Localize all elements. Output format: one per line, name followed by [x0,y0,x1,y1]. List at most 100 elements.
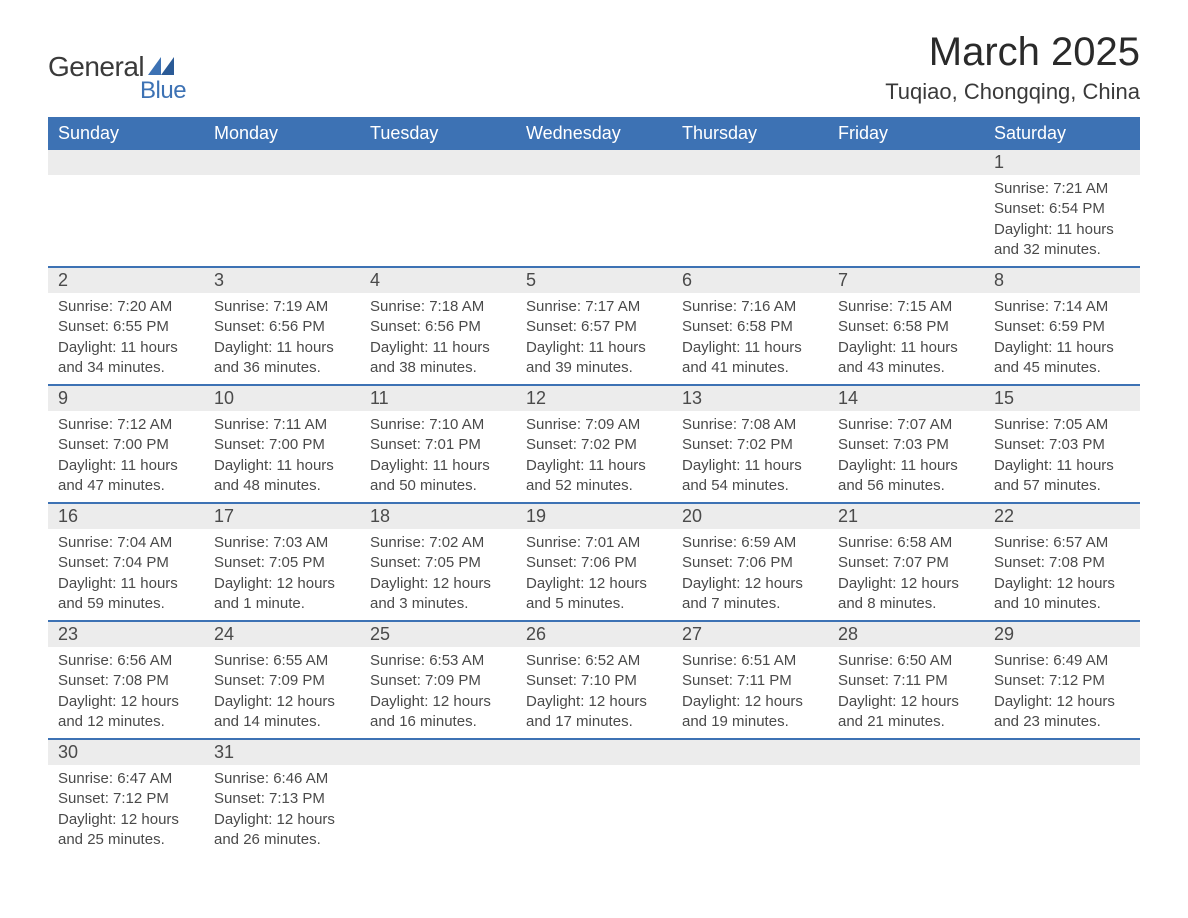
daylight-line: Daylight: 11 hours and 48 minutes. [214,456,350,497]
day-body-cell: Sunrise: 6:51 AMSunset: 7:11 PMDaylight:… [672,647,828,739]
day-number-cell: 5 [516,267,672,293]
sunrise-line: Sunrise: 7:10 AM [370,415,506,435]
sunset-line: Sunset: 7:09 PM [370,671,506,691]
daylight-line: Daylight: 11 hours and 47 minutes. [58,456,194,497]
day-details [984,765,1140,795]
sunset-line: Sunset: 7:07 PM [838,553,974,573]
day-number [672,740,828,765]
day-body-cell: Sunrise: 6:47 AMSunset: 7:12 PMDaylight:… [48,765,204,856]
daylight-line: Daylight: 12 hours and 14 minutes. [214,692,350,733]
day-body-cell [360,175,516,267]
day-body-cell [48,175,204,267]
day-details: Sunrise: 7:09 AMSunset: 7:02 PMDaylight:… [516,411,672,502]
sunrise-line: Sunrise: 6:53 AM [370,651,506,671]
day-details [828,765,984,795]
sunset-line: Sunset: 7:08 PM [58,671,194,691]
day-details: Sunrise: 6:53 AMSunset: 7:09 PMDaylight:… [360,647,516,738]
day-number [360,150,516,175]
day-details: Sunrise: 7:02 AMSunset: 7:05 PMDaylight:… [360,529,516,620]
sunrise-line: Sunrise: 6:50 AM [838,651,974,671]
daylight-line: Daylight: 11 hours and 52 minutes. [526,456,662,497]
day-body-cell [672,175,828,267]
day-body-cell: Sunrise: 6:59 AMSunset: 7:06 PMDaylight:… [672,529,828,621]
day-number-cell [828,739,984,765]
sunset-line: Sunset: 7:12 PM [58,789,194,809]
day-number-cell: 7 [828,267,984,293]
day-details: Sunrise: 7:07 AMSunset: 7:03 PMDaylight:… [828,411,984,502]
day-number-cell [204,150,360,175]
sunrise-line: Sunrise: 7:11 AM [214,415,350,435]
day-body-row: Sunrise: 6:56 AMSunset: 7:08 PMDaylight:… [48,647,1140,739]
sunset-line: Sunset: 6:55 PM [58,317,194,337]
sunset-line: Sunset: 7:12 PM [994,671,1130,691]
day-body-cell: Sunrise: 6:55 AMSunset: 7:09 PMDaylight:… [204,647,360,739]
day-body-cell: Sunrise: 7:08 AMSunset: 7:02 PMDaylight:… [672,411,828,503]
day-body-cell: Sunrise: 7:12 AMSunset: 7:00 PMDaylight:… [48,411,204,503]
day-details: Sunrise: 7:20 AMSunset: 6:55 PMDaylight:… [48,293,204,384]
sunrise-line: Sunrise: 7:15 AM [838,297,974,317]
day-number [828,740,984,765]
day-number [828,150,984,175]
day-details: Sunrise: 7:05 AMSunset: 7:03 PMDaylight:… [984,411,1140,502]
day-number-cell [48,150,204,175]
day-details: Sunrise: 6:51 AMSunset: 7:11 PMDaylight:… [672,647,828,738]
day-body-row: Sunrise: 7:21 AMSunset: 6:54 PMDaylight:… [48,175,1140,267]
day-number-cell [672,739,828,765]
day-body-cell: Sunrise: 7:05 AMSunset: 7:03 PMDaylight:… [984,411,1140,503]
day-body-cell: Sunrise: 6:58 AMSunset: 7:07 PMDaylight:… [828,529,984,621]
day-body-cell: Sunrise: 6:52 AMSunset: 7:10 PMDaylight:… [516,647,672,739]
day-number-cell [516,150,672,175]
day-number: 26 [516,622,672,647]
calendar-table: SundayMondayTuesdayWednesdayThursdayFrid… [48,117,1140,856]
sunrise-line: Sunrise: 7:18 AM [370,297,506,317]
daylight-line: Daylight: 11 hours and 36 minutes. [214,338,350,379]
sunset-line: Sunset: 6:56 PM [370,317,506,337]
day-number-cell: 28 [828,621,984,647]
sunset-line: Sunset: 7:11 PM [838,671,974,691]
sunset-line: Sunset: 7:02 PM [526,435,662,455]
sunrise-line: Sunrise: 6:59 AM [682,533,818,553]
daylight-line: Daylight: 12 hours and 7 minutes. [682,574,818,615]
day-body-cell [672,765,828,856]
day-number [984,740,1140,765]
day-number-cell: 18 [360,503,516,529]
day-details: Sunrise: 7:21 AMSunset: 6:54 PMDaylight:… [984,175,1140,266]
daylight-line: Daylight: 12 hours and 26 minutes. [214,810,350,851]
day-number-cell: 14 [828,385,984,411]
weekday-header: Tuesday [360,117,516,150]
day-number-cell: 29 [984,621,1140,647]
sunset-line: Sunset: 6:57 PM [526,317,662,337]
sunrise-line: Sunrise: 7:08 AM [682,415,818,435]
day-number: 3 [204,268,360,293]
title-block: March 2025 Tuqiao, Chongqing, China [885,30,1140,105]
day-number: 5 [516,268,672,293]
day-details [672,765,828,795]
sunrise-line: Sunrise: 7:12 AM [58,415,194,435]
day-details: Sunrise: 7:12 AMSunset: 7:00 PMDaylight:… [48,411,204,502]
day-details: Sunrise: 7:17 AMSunset: 6:57 PMDaylight:… [516,293,672,384]
day-body-cell: Sunrise: 7:18 AMSunset: 6:56 PMDaylight:… [360,293,516,385]
day-details [516,765,672,795]
day-number-cell: 3 [204,267,360,293]
daylight-line: Daylight: 11 hours and 39 minutes. [526,338,662,379]
day-number-cell [360,739,516,765]
day-number-cell: 9 [48,385,204,411]
day-number-cell: 10 [204,385,360,411]
day-number: 22 [984,504,1140,529]
weekday-header: Sunday [48,117,204,150]
sunset-line: Sunset: 7:05 PM [214,553,350,573]
daylight-line: Daylight: 12 hours and 25 minutes. [58,810,194,851]
day-number: 23 [48,622,204,647]
day-details: Sunrise: 6:59 AMSunset: 7:06 PMDaylight:… [672,529,828,620]
day-body-row: Sunrise: 7:04 AMSunset: 7:04 PMDaylight:… [48,529,1140,621]
weekday-header: Saturday [984,117,1140,150]
sunset-line: Sunset: 6:56 PM [214,317,350,337]
day-body-cell: Sunrise: 6:56 AMSunset: 7:08 PMDaylight:… [48,647,204,739]
day-number-cell: 8 [984,267,1140,293]
day-body-cell: Sunrise: 7:02 AMSunset: 7:05 PMDaylight:… [360,529,516,621]
sunset-line: Sunset: 7:10 PM [526,671,662,691]
daylight-line: Daylight: 12 hours and 23 minutes. [994,692,1130,733]
sunrise-line: Sunrise: 7:17 AM [526,297,662,317]
day-details [828,175,984,205]
day-number: 24 [204,622,360,647]
